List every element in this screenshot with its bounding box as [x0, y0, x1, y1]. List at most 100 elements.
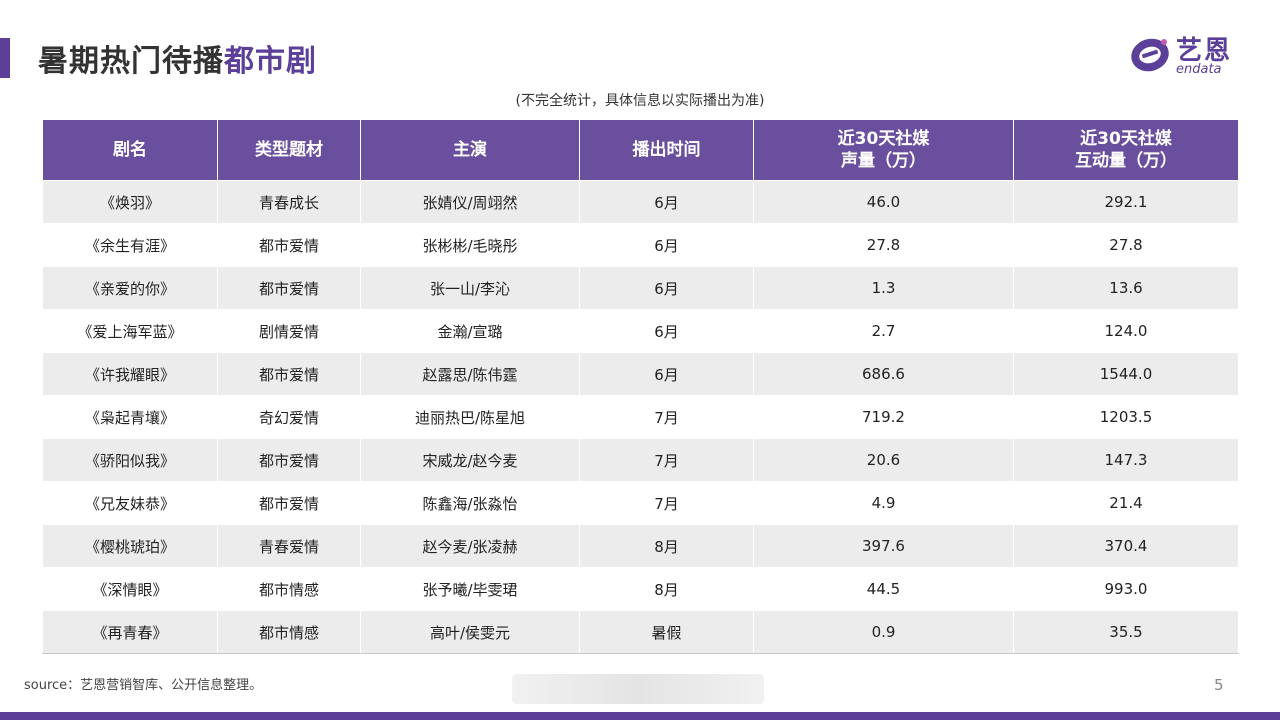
cell-social-interaction: 21.4 [1013, 481, 1239, 525]
cell-cast: 迪丽热巴/陈星旭 [360, 395, 580, 439]
cell-genre: 都市爱情 [217, 438, 361, 482]
cell-genre: 都市情感 [217, 610, 361, 654]
cell-genre: 都市情感 [217, 567, 361, 611]
source-note: source：艺恩营销智库、公开信息整理。 [24, 678, 263, 693]
page-title: 暑期热门待播都市剧 [38, 36, 317, 80]
table-row: 《深情眼》 都市情感 张予曦/毕雯珺 8月 44.5 993.0 [42, 567, 1239, 611]
cell-social-interaction: 1203.5 [1013, 395, 1239, 439]
cell-cast: 张彬彬/毛晓彤 [360, 223, 580, 267]
bottom-band [0, 712, 1280, 720]
page-title-main: 暑期热门待播 [38, 44, 224, 79]
cell-social-interaction: 370.4 [1013, 524, 1239, 568]
cell-drama-title: 《再青春》 [42, 610, 218, 654]
table-row: 《亲爱的你》 都市爱情 张一山/李沁 6月 1.3 13.6 [42, 266, 1239, 310]
cell-drama-title: 《骄阳似我》 [42, 438, 218, 482]
cell-cast: 宋威龙/赵今麦 [360, 438, 580, 482]
page-number: 5 [1214, 676, 1224, 694]
cell-genre: 奇幻爱情 [217, 395, 361, 439]
cell-cast: 高叶/侯雯元 [360, 610, 580, 654]
cell-drama-title: 《兄友妹恭》 [42, 481, 218, 525]
header-drama-title: 剧名 [42, 119, 218, 181]
cell-cast: 赵露思/陈伟霆 [360, 352, 580, 396]
watermark [512, 674, 764, 704]
header-line: 主演 [453, 140, 487, 160]
cell-drama-title: 《深情眼》 [42, 567, 218, 611]
table-header-row: 剧名 类型题材 主演 播出时间 近30天社媒 声量（万） 近30天社媒 互动量（万） [42, 119, 1239, 181]
cell-genre: 都市爱情 [217, 223, 361, 267]
logo-en-text: endata [1176, 62, 1222, 77]
cell-social-volume: 46.0 [753, 180, 1014, 224]
cell-genre: 都市爱情 [217, 266, 361, 310]
cell-social-interaction: 35.5 [1013, 610, 1239, 654]
table-row: 《樱桃琥珀》 青春爱情 赵今麦/张凌赫 8月 397.6 370.4 [42, 524, 1239, 568]
header-air-time: 播出时间 [579, 119, 754, 181]
cell-social-interaction: 124.0 [1013, 309, 1239, 353]
header-line: 互动量（万） [1075, 151, 1177, 171]
cell-social-volume: 397.6 [753, 524, 1014, 568]
cell-social-volume: 686.6 [753, 352, 1014, 396]
cell-drama-title: 《爱上海军蓝》 [42, 309, 218, 353]
table-row: 《爱上海军蓝》 剧情爱情 金瀚/宣璐 6月 2.7 124.0 [42, 309, 1239, 353]
cell-air-time: 8月 [579, 567, 754, 611]
cell-cast: 张予曦/毕雯珺 [360, 567, 580, 611]
cell-genre: 都市爱情 [217, 352, 361, 396]
cell-social-volume: 4.9 [753, 481, 1014, 525]
table-row: 《焕羽》 青春成长 张婧仪/周翊然 6月 46.0 292.1 [42, 180, 1239, 224]
cell-genre: 青春爱情 [217, 524, 361, 568]
cell-social-volume: 20.6 [753, 438, 1014, 482]
cell-cast: 陈鑫海/张淼怡 [360, 481, 580, 525]
cell-social-interaction: 27.8 [1013, 223, 1239, 267]
endata-logo: 艺恩 endata [1128, 30, 1248, 80]
table-row: 《再青春》 都市情感 高叶/侯雯元 暑假 0.9 35.5 [42, 610, 1239, 654]
cell-drama-title: 《许我耀眼》 [42, 352, 218, 396]
header-genre: 类型题材 [217, 119, 361, 181]
cell-social-volume: 44.5 [753, 567, 1014, 611]
cell-air-time: 8月 [579, 524, 754, 568]
cell-social-interaction: 147.3 [1013, 438, 1239, 482]
table-note: (不完全统计，具体信息以实际播出为准) [515, 93, 765, 109]
cell-drama-title: 《余生有涯》 [42, 223, 218, 267]
cell-social-volume: 27.8 [753, 223, 1014, 267]
logo-cn-text: 艺恩 [1176, 36, 1233, 66]
cell-social-interaction: 993.0 [1013, 567, 1239, 611]
header-social-interaction: 近30天社媒 互动量（万） [1013, 119, 1239, 181]
cell-social-interaction: 1544.0 [1013, 352, 1239, 396]
cell-drama-title: 《樱桃琥珀》 [42, 524, 218, 568]
cell-drama-title: 《枭起青壤》 [42, 395, 218, 439]
cell-genre: 青春成长 [217, 180, 361, 224]
header-line: 剧名 [113, 140, 147, 160]
cell-genre: 剧情爱情 [217, 309, 361, 353]
page-title-highlight: 都市剧 [224, 44, 317, 79]
table-body: 《焕羽》 青春成长 张婧仪/周翊然 6月 46.0 292.1 《余生有涯》 都市爱情 张彬彬/… [42, 180, 1239, 654]
cell-genre: 都市爱情 [217, 481, 361, 525]
table-row: 《枭起青壤》 奇幻爱情 迪丽热巴/陈星旭 7月 719.2 1203.5 [42, 395, 1239, 439]
header-line: 类型题材 [255, 140, 323, 160]
header-line: 声量（万） [841, 151, 926, 171]
cell-air-time: 暑假 [579, 610, 754, 654]
header-line: 近30天社媒 [1080, 129, 1172, 149]
table-row: 《余生有涯》 都市爱情 张彬彬/毛晓彤 6月 27.8 27.8 [42, 223, 1239, 267]
cell-air-time: 6月 [579, 223, 754, 267]
cell-social-interaction: 13.6 [1013, 266, 1239, 310]
header-cast: 主演 [360, 119, 580, 181]
cell-air-time: 6月 [579, 266, 754, 310]
cell-social-volume: 1.3 [753, 266, 1014, 310]
cell-cast: 张婧仪/周翊然 [360, 180, 580, 224]
cell-cast: 张一山/李沁 [360, 266, 580, 310]
cell-cast: 赵今麦/张凌赫 [360, 524, 580, 568]
cell-air-time: 7月 [579, 395, 754, 439]
drama-table: 剧名 类型题材 主演 播出时间 近30天社媒 声量（万） 近30天社媒 互动量（万） 《焕羽》… [42, 119, 1239, 654]
cell-air-time: 6月 [579, 309, 754, 353]
cell-social-interaction: 292.1 [1013, 180, 1239, 224]
header-social-volume: 近30天社媒 声量（万） [753, 119, 1014, 181]
cell-drama-title: 《焕羽》 [42, 180, 218, 224]
cell-social-volume: 0.9 [753, 610, 1014, 654]
cell-air-time: 7月 [579, 481, 754, 525]
header-line: 播出时间 [632, 140, 701, 160]
cell-air-time: 7月 [579, 438, 754, 482]
endata-logo-icon [1131, 38, 1169, 72]
cell-cast: 金瀚/宣璐 [360, 309, 580, 353]
cell-air-time: 6月 [579, 352, 754, 396]
header-line: 近30天社媒 [837, 129, 930, 149]
cell-air-time: 6月 [579, 180, 754, 224]
